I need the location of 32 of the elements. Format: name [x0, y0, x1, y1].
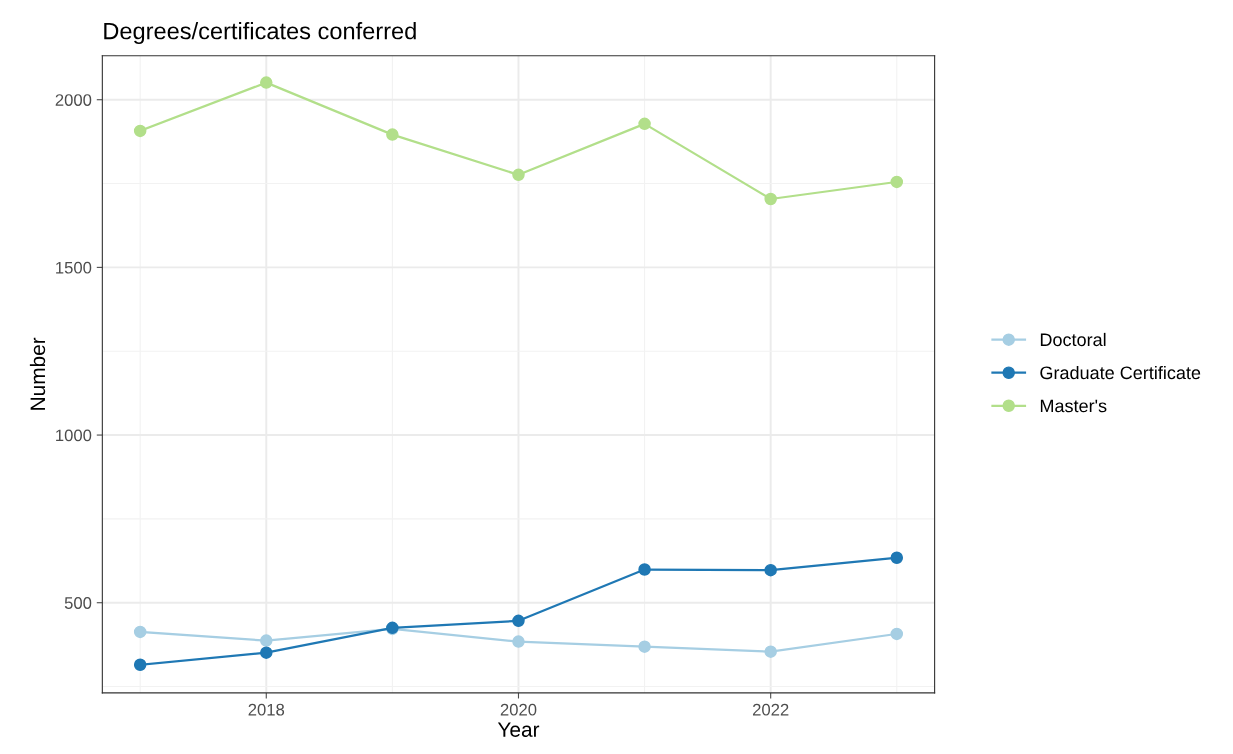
y-tick-label: 1500 — [56, 261, 92, 274]
y-tick-label: 2000 — [55, 94, 92, 106]
point — [512, 168, 525, 182]
point — [260, 646, 273, 659]
point — [260, 634, 273, 647]
legend-label: Doctoral — [1040, 332, 1106, 347]
point — [638, 640, 651, 653]
x-tick-label: 2018 — [248, 703, 285, 716]
x-tick-label: 2022 — [752, 703, 789, 716]
point — [260, 76, 273, 89]
point — [133, 658, 147, 672]
point — [764, 645, 777, 658]
x-axis-title: Year — [497, 722, 540, 737]
x-tick-label: 2020 — [500, 703, 537, 716]
point — [512, 635, 525, 648]
legend-label: Master's — [1040, 399, 1107, 413]
point — [133, 124, 147, 138]
legend-label: Graduate Certificate — [1040, 365, 1201, 380]
point — [512, 614, 525, 628]
point — [890, 175, 904, 189]
y-axis-title: Number — [29, 337, 46, 410]
y-tick-label: 500 — [64, 597, 92, 609]
point — [890, 627, 904, 641]
point — [386, 128, 399, 141]
point — [764, 192, 777, 206]
y-tick-label: 1000 — [56, 429, 92, 442]
point — [890, 551, 904, 565]
point — [638, 117, 651, 131]
point — [764, 563, 777, 577]
point — [638, 563, 651, 576]
point — [133, 625, 147, 639]
chart-title: Degrees/certificates conferred — [104, 22, 416, 45]
